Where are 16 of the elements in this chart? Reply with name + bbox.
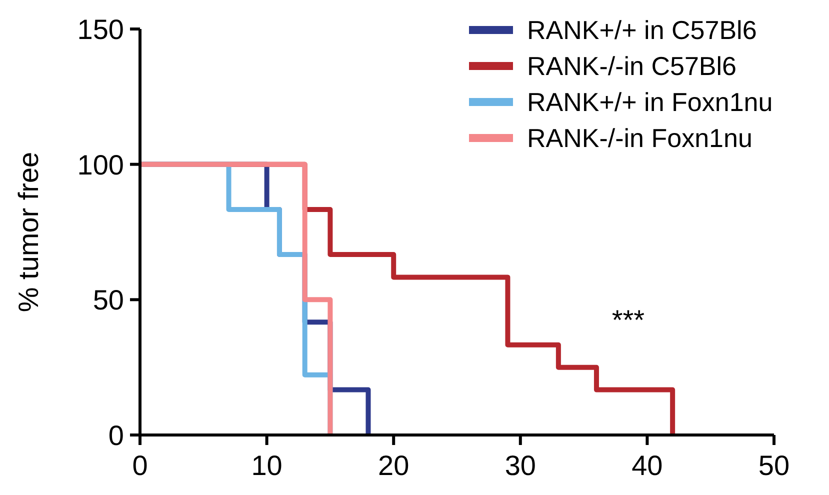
x-tick-label: 30 (504, 450, 536, 481)
x-tick-label: 20 (378, 450, 410, 481)
y-tick-label: 150 (77, 14, 124, 45)
legend-label: RANK-/-in C57Bl6 (527, 51, 737, 81)
y-tick-label: 100 (77, 149, 124, 180)
y-tick-label: 0 (108, 420, 124, 451)
x-tick-label: 50 (758, 450, 790, 481)
legend-label: RANK-/-in Foxn1nu (527, 123, 752, 153)
y-tick-label: 50 (92, 284, 124, 316)
annotation: *** (612, 304, 645, 336)
y-axis-title: % tumor free (13, 152, 44, 312)
legend-label: RANK+/+ in Foxn1nu (527, 87, 773, 117)
x-tick-label: 40 (632, 450, 663, 481)
legend-label: RANK+/+ in C57Bl6 (527, 15, 757, 45)
x-tick-label: 0 (132, 450, 148, 481)
x-tick-label: 10 (251, 450, 282, 481)
